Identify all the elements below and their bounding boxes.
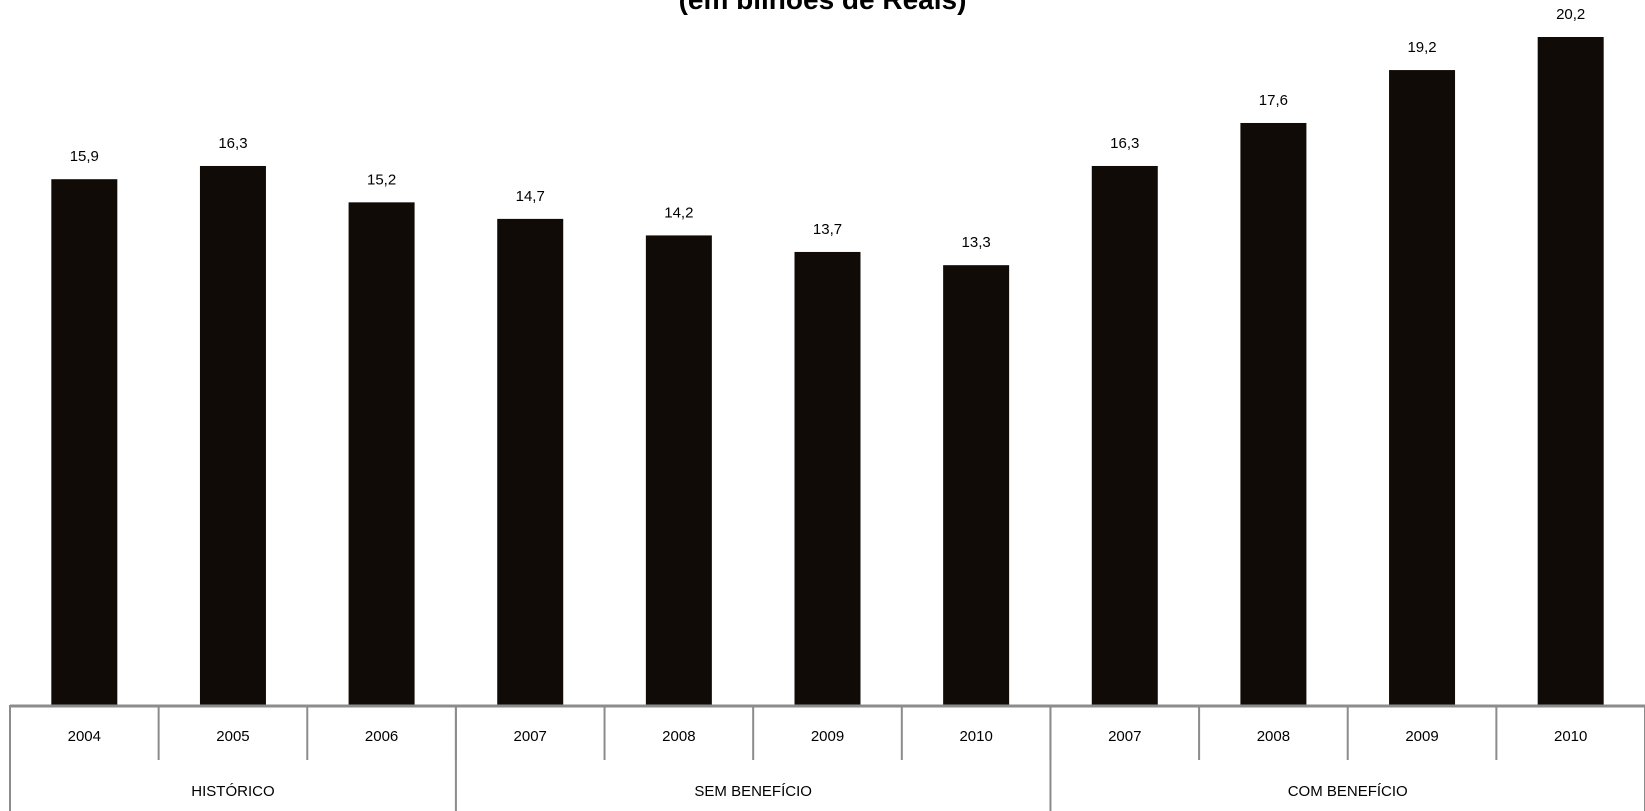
bar [794, 251, 861, 705]
x-tick-label: 2005 [216, 728, 249, 745]
bar [497, 218, 564, 705]
value-label: 14,7 [516, 188, 545, 205]
x-tick-label: 2007 [1108, 728, 1141, 745]
x-tick-label: 2008 [1257, 728, 1290, 745]
bar [1240, 122, 1307, 705]
bar [645, 235, 712, 706]
value-label: 15,2 [367, 171, 396, 188]
value-label: 19,2 [1407, 39, 1436, 56]
bar [348, 202, 415, 705]
value-label: 13,7 [813, 221, 842, 238]
chart-title: (em bilhões de Reais) [0, 0, 1645, 16]
bar [51, 179, 118, 706]
x-tick-label: 2008 [662, 728, 695, 745]
bar [1091, 165, 1158, 706]
bar [199, 165, 266, 706]
x-tick-label: 2007 [514, 728, 547, 745]
group-label: HISTÓRICO [191, 783, 274, 800]
value-label: 20,2 [1556, 6, 1585, 23]
x-tick-label: 2009 [811, 728, 844, 745]
x-tick-label: 2009 [1405, 728, 1438, 745]
bar [1537, 37, 1604, 705]
x-tick-label: 2010 [959, 728, 992, 745]
group-label: COM BENEFÍCIO [1288, 783, 1408, 800]
value-label: 16,3 [1110, 135, 1139, 152]
value-label: 16,3 [218, 135, 247, 152]
bar [1389, 70, 1456, 705]
x-tick-label: 2010 [1554, 728, 1587, 745]
x-tick-label: 2004 [68, 728, 101, 745]
x-tick-label: 2006 [365, 728, 398, 745]
group-label: SEM BENEFÍCIO [694, 783, 812, 800]
value-label: 13,3 [962, 234, 991, 251]
value-label: 14,2 [664, 204, 693, 221]
value-label: 15,9 [70, 148, 99, 165]
bar [943, 265, 1010, 705]
value-label: 17,6 [1259, 92, 1288, 109]
